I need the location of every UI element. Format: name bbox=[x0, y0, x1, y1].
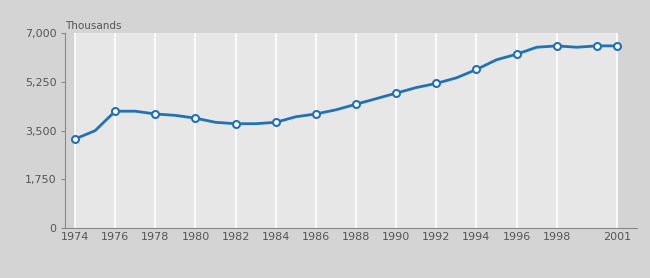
Bar bbox=[436, 33, 476, 228]
Bar bbox=[276, 33, 316, 228]
Bar bbox=[115, 33, 155, 228]
Bar bbox=[235, 33, 276, 228]
Bar bbox=[556, 33, 617, 228]
Bar bbox=[196, 33, 235, 228]
Bar bbox=[75, 33, 115, 228]
Bar bbox=[155, 33, 196, 228]
Bar bbox=[396, 33, 436, 228]
Bar bbox=[316, 33, 356, 228]
Text: Thousands: Thousands bbox=[65, 21, 122, 31]
Bar bbox=[517, 33, 556, 228]
Bar bbox=[476, 33, 517, 228]
Bar bbox=[356, 33, 396, 228]
